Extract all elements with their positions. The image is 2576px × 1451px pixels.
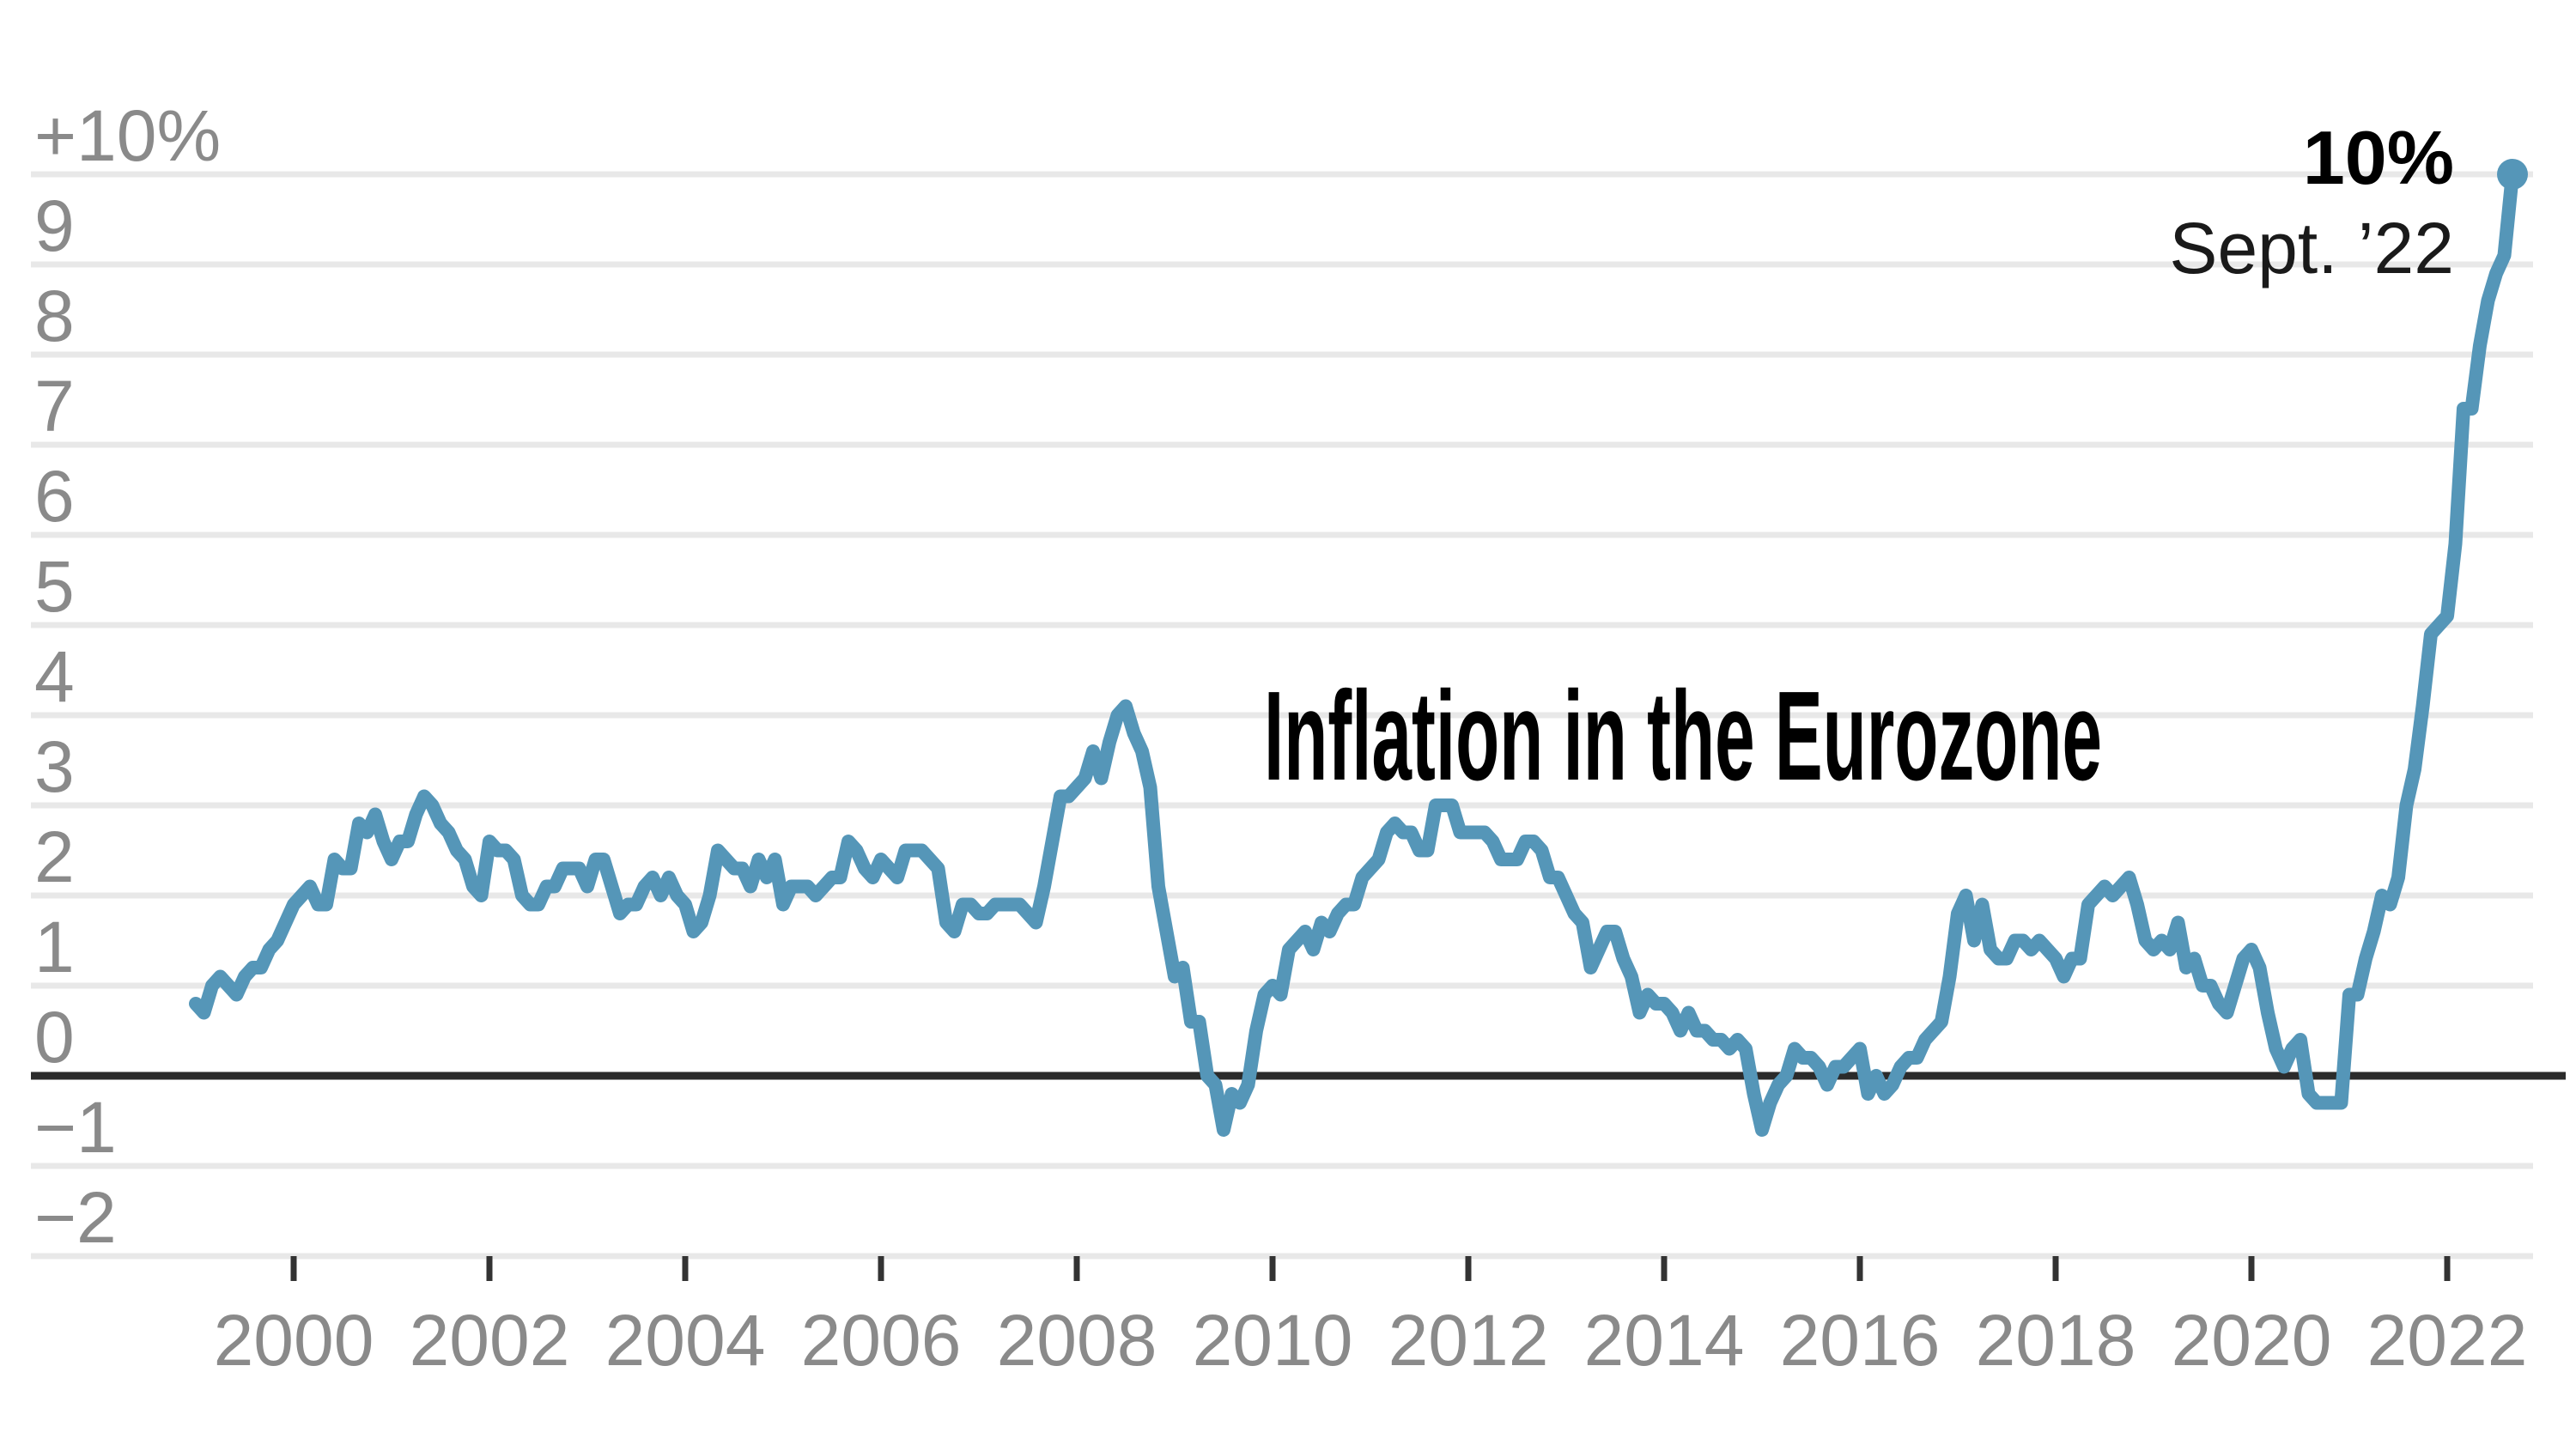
x-axis-label: 2020 [2172, 1300, 2332, 1381]
y-axis-label: 6 [34, 456, 75, 537]
inflation-line [189, 167, 2519, 1137]
y-axis-label: 9 [34, 185, 75, 266]
latest-point-dot [2497, 159, 2528, 190]
gridlines-layer [31, 171, 2566, 1260]
x-axis-label: 2008 [997, 1300, 1157, 1381]
axes-layer: +10% 9 8 7 6 5 4 3 2 1 0 −1 −2 2000 2002 2004 2006 2008 20… [34, 95, 2527, 1381]
y-axis-label: 8 [34, 276, 75, 356]
y-axis-label: 5 [34, 546, 75, 627]
y-axis-label: 3 [34, 726, 75, 807]
x-axis-label: 2022 [2367, 1300, 2528, 1381]
y-axis-label: 7 [34, 366, 75, 446]
y-axis-label: −1 [34, 1087, 117, 1168]
x-axis-label: 2006 [801, 1300, 962, 1381]
x-axis-label: 2004 [605, 1300, 766, 1381]
annotation-latest-value: 10% [2303, 115, 2454, 200]
y-axis-label: +10% [34, 95, 221, 176]
y-axis-label: −2 [34, 1177, 117, 1258]
y-axis-label: 4 [34, 636, 75, 717]
x-axis-label: 2018 [1976, 1300, 2136, 1381]
x-axis-label: 2010 [1193, 1300, 1353, 1381]
y-axis-label: 0 [34, 997, 75, 1078]
chart-title: Inflation in the Eurozone [1264, 665, 2102, 807]
series-layer [189, 159, 2528, 1137]
x-axis-label: 2002 [410, 1300, 570, 1381]
x-axis-label: 2012 [1388, 1300, 1549, 1381]
y-axis-label: 1 [34, 907, 75, 987]
x-axis-label: 2014 [1584, 1300, 1745, 1381]
y-axis-label: 2 [34, 817, 75, 897]
annotation-latest-date: Sept. ’22 [2169, 208, 2454, 288]
x-axis-label: 2016 [1780, 1300, 1941, 1381]
x-axis-label: 2000 [214, 1300, 374, 1381]
